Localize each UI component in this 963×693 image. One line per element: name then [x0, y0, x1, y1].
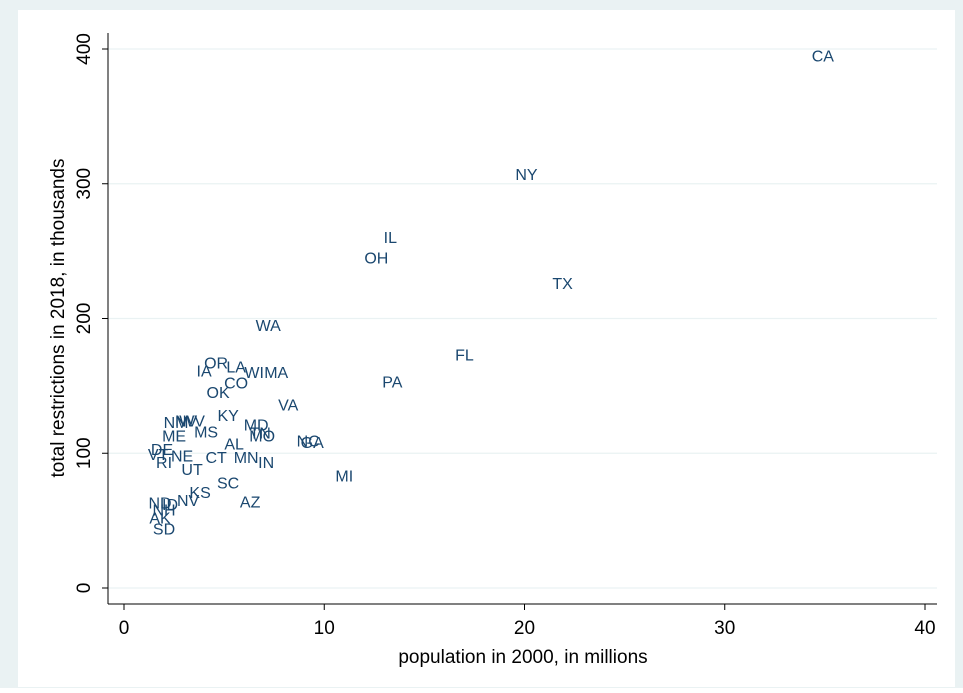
point-label-nc: NC: [297, 434, 320, 451]
point-label-tn: TN: [250, 426, 271, 443]
point-label-wv: WV: [179, 413, 205, 430]
point-label-mi: MI: [335, 469, 353, 486]
point-label-ut: UT: [181, 462, 203, 479]
point-label-id: ID: [162, 497, 178, 514]
point-label-de: DE: [151, 442, 173, 459]
point-label-ca: CA: [812, 48, 835, 65]
point-label-sd: SD: [153, 521, 175, 538]
point-label-ri: RI: [156, 455, 172, 472]
point-label-vt: VT: [148, 447, 169, 464]
point-label-in: IN: [258, 455, 274, 472]
point-label-ct: CT: [205, 450, 227, 467]
x-axis-title: population in 2000, in millions: [398, 647, 647, 668]
point-label-az: AZ: [240, 494, 261, 511]
x-tick-label: 10: [314, 618, 335, 639]
point-label-wi: WI: [244, 365, 264, 382]
point-label-nd: ND: [148, 496, 171, 513]
point-label-me: ME: [162, 428, 186, 445]
point-label-nv: NV: [175, 413, 198, 430]
y-tick-label: 300: [74, 168, 95, 200]
point-label-or: OR: [204, 356, 228, 373]
point-label-ma: MA: [264, 365, 288, 382]
point-label-oh: OH: [364, 250, 388, 267]
point-label-ny: NY: [515, 167, 538, 184]
point-label-il: IL: [384, 230, 397, 247]
point-label-ne: NE: [171, 449, 193, 466]
point-label-ok: OK: [207, 385, 230, 402]
y-tick-label: 100: [74, 437, 95, 469]
point-label-sc: SC: [217, 475, 239, 492]
point-label-md: MD: [244, 418, 269, 435]
y-tick-label: 400: [74, 33, 95, 65]
point-label-la: LA: [226, 360, 246, 377]
x-tick-label: 20: [514, 618, 535, 639]
y-axis-title: total restrictions in 2018, in thousands: [48, 159, 69, 478]
point-label-ms: MS: [194, 424, 218, 441]
point-label-fl: FL: [455, 347, 474, 364]
point-label-tx: TX: [552, 276, 573, 293]
point-label-mn: MN: [234, 450, 259, 467]
point-label-pa: PA: [382, 374, 402, 391]
point-label-ak: AK: [149, 510, 171, 527]
x-tick-label: 0: [119, 618, 130, 639]
point-label-ga: GA: [301, 435, 324, 452]
point-label-wa: WA: [256, 318, 282, 335]
point-label-nh: NH: [152, 502, 175, 519]
point-label-ia: IA: [197, 364, 212, 381]
y-tick-label: 200: [74, 303, 95, 335]
point-label-ky: KY: [217, 408, 239, 425]
x-tick-label: 30: [714, 618, 735, 639]
point-label-ks: KS: [189, 485, 210, 502]
y-tick-label: 0: [74, 583, 95, 594]
point-label-al: AL: [224, 436, 244, 453]
point-label-va: VA: [278, 397, 298, 414]
gridlines: [108, 48, 937, 589]
plot-area-background: [18, 10, 955, 687]
point-label-nv: NV: [177, 493, 200, 510]
point-label-mo: MO: [249, 428, 275, 445]
point-label-nm: NM: [164, 415, 189, 432]
tick-marks-and-labels: 0 100 200 300 400 0 10 20 30 40: [74, 33, 936, 639]
point-label-co: CO: [224, 376, 248, 393]
x-tick-label: 40: [914, 618, 935, 639]
